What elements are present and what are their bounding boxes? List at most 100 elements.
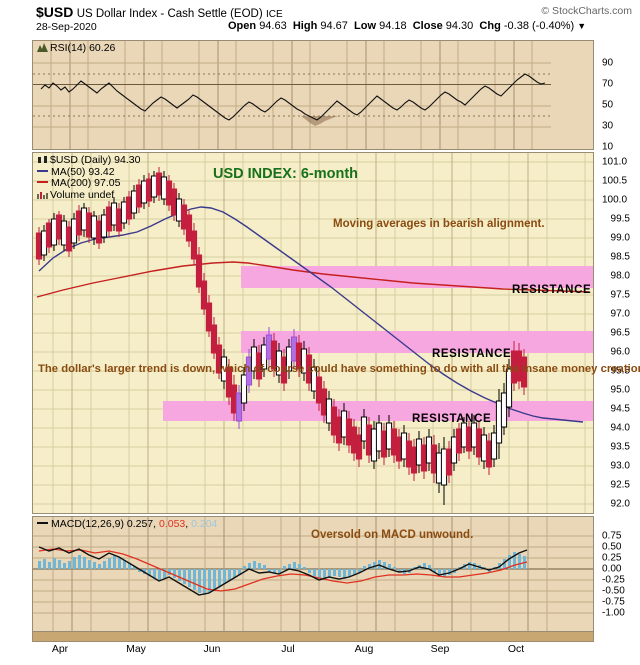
price-ytick: 97.0 — [610, 308, 630, 320]
low-label: Low — [354, 20, 377, 32]
macd-legend-sep1: , — [153, 518, 157, 530]
rsi-y-axis: 90 70 50 30 10 — [596, 40, 640, 153]
price-ytick: 92.0 — [610, 498, 630, 510]
macd-y-axis: 0.75 0.50 0.25 0.00 -0.25 -0.50 -0.75 -1… — [596, 516, 640, 632]
price-ytick: 94.5 — [610, 403, 630, 415]
open-label: Open — [228, 20, 257, 32]
price-ytick: 99.5 — [610, 213, 630, 225]
chart-header: $USD US Dollar Index - Cash Settle (EOD)… — [0, 0, 640, 38]
commentary-annotation: The dollar's larger trend is down, which… — [38, 363, 640, 375]
x-axis-label: Aug — [354, 643, 374, 655]
macd-ytick: -0.75 — [602, 596, 625, 608]
macd-legend-name: MACD(12,26,9) — [51, 518, 124, 530]
security-description: US Dollar Index - Cash Settle (EOD) — [76, 8, 263, 20]
chg-value: -0.38 (-0.40%) — [503, 20, 575, 32]
price-ytick: 95.0 — [610, 384, 630, 396]
x-axis-label: Jun — [203, 643, 221, 655]
resistance-band-2 — [241, 331, 593, 353]
rsi-ytick: 90 — [602, 57, 614, 69]
indicator-icon — [37, 43, 48, 53]
price-ytick: 99.0 — [610, 232, 630, 244]
volume-bars-icon — [37, 190, 48, 199]
macd-legend-v1: 0.257 — [126, 518, 154, 530]
macd-ytick: 0.00 — [602, 563, 622, 575]
resistance-label-1: RESISTANCE — [512, 284, 592, 296]
x-axis-label: Apr — [51, 643, 69, 655]
candlestick-series — [35, 167, 528, 505]
macd-annotation: Oversold on MACD unwound. — [311, 529, 474, 541]
symbol-label: $USD — [36, 4, 74, 20]
price-ytick: 94.0 — [610, 422, 630, 434]
resistance-label-2: RESISTANCE — [432, 348, 512, 360]
macd-ytick: -1.00 — [602, 607, 625, 619]
rsi-panel: RSI(14) 60.26 — [32, 40, 594, 150]
macd-ytick: 0.25 — [602, 552, 622, 564]
rsi-ytick: 10 — [602, 141, 614, 153]
quote-date: 28-Sep-2020 — [36, 21, 97, 33]
rsi-ytick: 50 — [602, 99, 614, 111]
volume-legend-row: Volume undef — [37, 188, 140, 202]
x-axis-label: Oct — [507, 643, 525, 655]
price-svg — [33, 153, 593, 513]
price-legend-row: $USD (Daily) 94.30 — [37, 154, 140, 167]
high-value: 94.67 — [320, 20, 348, 32]
rsi-ytick: 70 — [602, 78, 614, 90]
header-title-line: $USD US Dollar Index - Cash Settle (EOD)… — [36, 4, 283, 20]
price-plot-area: $USD (Daily) 94.30 MA(50) 93.42 MA(200) … — [33, 153, 593, 513]
price-ytick: 100.0 — [602, 194, 628, 206]
rsi-ytick: 30 — [602, 120, 614, 132]
price-ytick: 95.5 — [610, 365, 630, 377]
price-ytick: 93.0 — [610, 460, 630, 472]
resistance-band-1 — [241, 266, 593, 288]
price-panel: $USD (Daily) 94.30 MA(50) 93.42 MA(200) … — [32, 152, 594, 514]
macd-legend-v3: 0.204 — [191, 518, 218, 530]
price-ytick: 97.5 — [610, 289, 630, 301]
macd-color-swatch — [37, 522, 48, 525]
macd-ytick: -0.50 — [602, 585, 625, 597]
price-ytick: 98.5 — [610, 251, 630, 263]
x-axis-label: Sep — [430, 643, 450, 655]
rsi-svg — [33, 41, 551, 149]
open-value: 94.63 — [259, 20, 287, 32]
macd-legend-v2: 0.053 — [159, 518, 186, 530]
x-axis-label: Jul — [281, 643, 295, 655]
close-label: Close — [412, 20, 443, 32]
resistance-label-3: RESISTANCE — [412, 413, 492, 425]
ma50-legend-row: MA(50) 93.42 — [37, 166, 140, 179]
macd-legend-sep2: , — [185, 518, 189, 530]
stockcharts-brand: © StockCharts.com — [541, 5, 632, 17]
price-ytick: 93.5 — [610, 441, 630, 453]
x-axis-labels: Apr May Jun Jul Aug Sep Oct — [32, 643, 594, 659]
price-ytick: 98.0 — [610, 270, 630, 282]
ma50-color-swatch — [37, 169, 48, 172]
macd-panel: MACD(12,26,9) 0.257, 0.053, 0.204 — [32, 516, 594, 632]
price-legend: $USD (Daily) 94.30 MA(50) 93.42 MA(200) … — [37, 154, 140, 202]
price-ytick: 92.5 — [610, 479, 630, 491]
moving-averages-annotation: Moving averages in bearish alignment. — [333, 218, 545, 230]
x-axis-label: May — [126, 643, 146, 655]
ma200-legend-row: MA(200) 97.05 — [37, 177, 140, 190]
macd-svg — [33, 517, 593, 631]
macd-ytick: 0.50 — [602, 541, 622, 553]
volume-legend-text: Volume undef — [50, 188, 115, 201]
candlestick-icon — [37, 155, 48, 164]
macd-plot-area: MACD(12,26,9) 0.257, 0.053, 0.204 — [33, 517, 593, 631]
rsi-legend-text: RSI(14) 60.26 — [50, 42, 116, 54]
close-value: 94.30 — [445, 20, 474, 32]
price-ytick: 100.5 — [602, 175, 628, 187]
quote-summary: Open 94.63 High 94.67 Low 94.18 Close 94… — [228, 20, 586, 32]
x-axis-strip — [32, 632, 594, 642]
price-ytick: 96.5 — [610, 327, 630, 339]
chart-title-annotation: USD INDEX: 6-month — [213, 166, 358, 182]
high-label: High — [292, 20, 318, 32]
chg-label: Chg — [479, 20, 501, 32]
macd-ytick: 0.75 — [602, 530, 622, 542]
ma200-color-swatch — [37, 181, 48, 184]
exchange-label: ICE — [266, 9, 283, 20]
price-ytick: 101.0 — [602, 156, 628, 168]
rsi-plot-area: RSI(14) 60.26 — [33, 41, 593, 149]
chg-down-arrow: ▼ — [577, 21, 587, 31]
macd-ytick: -0.25 — [602, 574, 625, 586]
price-ytick: 96.0 — [610, 346, 630, 358]
